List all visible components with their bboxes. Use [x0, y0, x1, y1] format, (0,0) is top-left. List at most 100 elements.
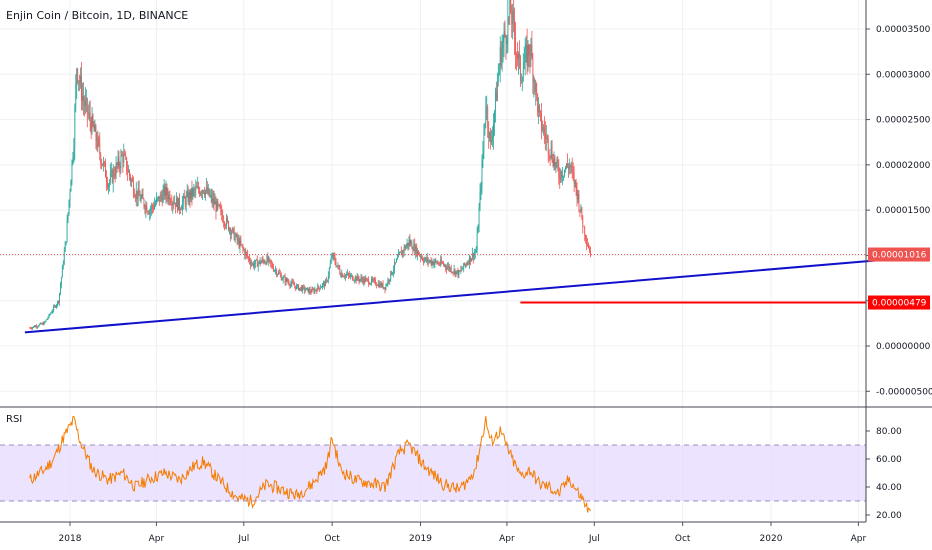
candle-body	[374, 279, 375, 281]
candle-body	[54, 305, 56, 307]
candle-body	[277, 272, 279, 275]
candle-body	[389, 279, 391, 282]
candle-body	[206, 186, 208, 194]
candle-body	[102, 163, 104, 166]
candle-body	[129, 170, 130, 176]
candle-body	[199, 190, 201, 195]
candle-body	[127, 171, 129, 173]
candle-body	[91, 115, 93, 133]
candle-body	[182, 195, 184, 203]
candle-body	[428, 261, 430, 262]
candle-body	[554, 158, 556, 166]
candle-body	[128, 170, 129, 173]
candle-body	[314, 289, 316, 293]
candle-body	[484, 122, 486, 134]
candle-body	[230, 232, 232, 235]
candle-body	[42, 323, 44, 325]
candle-body	[278, 272, 280, 274]
candle-body	[132, 179, 133, 182]
candle-body	[412, 248, 414, 251]
candle-body	[109, 173, 111, 182]
candle-body	[39, 323, 41, 325]
x-tick-label: Apr	[149, 534, 165, 544]
candle-body	[51, 312, 53, 313]
candle-body	[401, 250, 403, 256]
candle-body	[90, 121, 92, 133]
candle-body	[207, 188, 209, 194]
candle-body	[439, 264, 441, 265]
candle-body	[476, 232, 478, 251]
candle-body	[40, 323, 42, 325]
candle-body	[530, 45, 532, 56]
candle-body	[453, 269, 455, 273]
candle-body	[108, 181, 110, 186]
candle-body	[390, 271, 392, 280]
candle-body	[261, 259, 263, 262]
candle-body	[267, 256, 269, 262]
candle-body	[96, 141, 98, 148]
candle-body	[341, 273, 343, 277]
candle-body	[277, 274, 278, 275]
candle-body	[400, 251, 402, 256]
candle-body	[308, 289, 310, 293]
candle-body	[38, 324, 40, 327]
candle-body	[517, 54, 518, 59]
candle-body	[72, 157, 74, 161]
candle-body	[335, 262, 337, 267]
candle-body	[189, 192, 191, 200]
candle-body	[516, 53, 517, 55]
candle-body	[193, 189, 195, 190]
candle-body	[130, 175, 131, 182]
candle-body	[508, 16, 510, 18]
price-axis: 0.00003500 0.00003000 0.00002500 0.00002000…	[866, 25, 932, 397]
candle-body	[95, 126, 97, 142]
candle-body	[520, 80, 522, 81]
candle-body	[198, 185, 200, 191]
candle-body	[500, 47, 502, 66]
candle-body	[246, 252, 248, 254]
candle-body	[454, 269, 456, 275]
candle-body	[74, 108, 76, 148]
candle-body	[43, 322, 45, 325]
candle-body	[216, 200, 218, 212]
candle-body	[190, 188, 192, 200]
candle-body	[527, 45, 529, 66]
candle-body	[481, 160, 483, 189]
candle-body	[285, 278, 287, 283]
candle-body	[433, 262, 435, 265]
candle-body	[504, 31, 506, 37]
candle-body	[146, 204, 148, 213]
candle-body	[570, 165, 572, 168]
candle-body	[569, 164, 571, 168]
candle-body	[565, 168, 566, 170]
candle-body	[466, 264, 467, 265]
candle-body	[66, 221, 68, 242]
candle-body	[425, 257, 427, 261]
candle-body	[524, 49, 526, 63]
candle-body	[62, 263, 64, 267]
candle-body	[543, 127, 545, 134]
candle-body	[121, 155, 123, 156]
candle-body	[547, 137, 549, 153]
candle-body	[525, 44, 527, 50]
candle-body	[333, 253, 335, 258]
candle-body	[465, 264, 467, 266]
candle-body	[539, 105, 540, 111]
candle-body	[443, 263, 444, 265]
candle-body	[294, 285, 296, 287]
candle-body	[522, 69, 524, 81]
candle-body	[181, 202, 183, 210]
x-tick-label: Jul	[588, 534, 600, 544]
candle-body	[270, 260, 272, 264]
candle-body	[163, 186, 165, 192]
candle-body	[161, 196, 163, 203]
candle-body	[99, 142, 101, 154]
candle-body	[107, 182, 108, 188]
candle-body	[244, 250, 246, 256]
candle-body	[350, 275, 351, 277]
candle-body	[100, 153, 102, 164]
candle-body	[224, 222, 226, 226]
candle-body	[408, 239, 410, 246]
candle-body	[432, 261, 434, 265]
candle-body	[290, 283, 292, 286]
